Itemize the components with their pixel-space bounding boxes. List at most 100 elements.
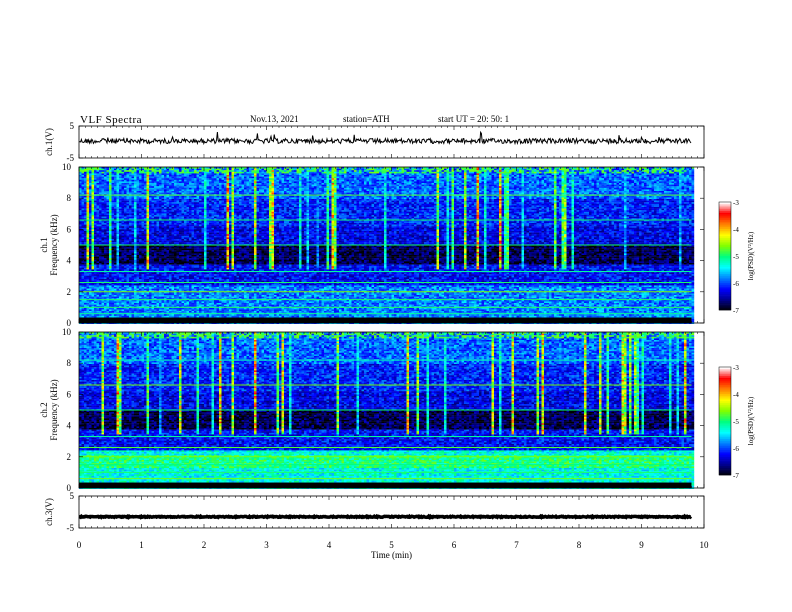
spec-cell (194, 170, 197, 172)
spec-cell (379, 170, 382, 172)
spec-cell (147, 172, 150, 174)
spec-cell (529, 170, 532, 172)
spec-cell (654, 169, 657, 171)
spec-cell (112, 169, 115, 171)
spec-cell (584, 170, 587, 172)
spec-cell (649, 169, 652, 171)
spec-cell (97, 170, 100, 172)
spec-cell (94, 169, 97, 171)
spec-cell (297, 170, 300, 172)
spec-cell (262, 169, 265, 171)
spec-cell (404, 169, 407, 171)
spec-cell (274, 170, 277, 172)
spec-cell (82, 169, 85, 171)
spec-cell (107, 169, 110, 171)
spec-cell (442, 170, 445, 172)
spec-cell (449, 169, 452, 171)
spec-cell (419, 169, 422, 171)
spec-cell (209, 172, 212, 174)
spec-cell (142, 170, 145, 172)
spec-cell (612, 169, 615, 171)
spec-cell (119, 169, 122, 171)
spec-cell (594, 170, 597, 172)
spec-cell (619, 169, 622, 171)
spec-cell (657, 169, 660, 171)
spec-cell (512, 170, 515, 172)
spec-cell (554, 169, 557, 171)
spec-cell (587, 169, 590, 171)
spec-cell (214, 170, 217, 172)
spec-cell (99, 172, 102, 174)
spec-cell (169, 170, 172, 172)
spec-cell (332, 170, 335, 172)
spec-cell (687, 169, 690, 171)
spec-cell (94, 170, 97, 172)
spec-cell (357, 170, 360, 172)
spec-cell (307, 170, 310, 172)
spec-cell (117, 170, 120, 172)
spec-cell (124, 169, 127, 171)
spec-cell (524, 170, 527, 172)
spec-cell (124, 172, 127, 174)
spec-cell (219, 172, 222, 174)
spec-cell (432, 170, 435, 172)
spec-cell (684, 170, 687, 172)
spec-cell (87, 169, 90, 171)
spec-cell (624, 169, 627, 171)
spec-cell (119, 172, 122, 174)
spec-cell (412, 169, 415, 171)
spec-cell (454, 169, 457, 171)
spec-cell (184, 172, 187, 174)
spec-cell (287, 170, 290, 172)
spec-cell (259, 170, 262, 172)
spec-cell (82, 170, 85, 172)
spec-cell (599, 169, 602, 171)
spec-cell (279, 169, 282, 171)
spec-cell (217, 172, 220, 174)
spec-cell (437, 169, 440, 171)
spec-cell (459, 170, 462, 172)
spec-cell (669, 170, 672, 172)
spec-cell (559, 170, 562, 172)
spec-cell (177, 170, 180, 172)
spec-cell (394, 170, 397, 172)
spec-cell (667, 169, 670, 171)
spec-cell (407, 170, 410, 172)
spec-cell (659, 170, 662, 172)
spec-cell (557, 169, 560, 171)
spec-cell (122, 172, 125, 174)
spec-cell (474, 170, 477, 172)
spec-cell (564, 170, 567, 172)
spec-cell (682, 169, 685, 171)
spec-cell (569, 169, 572, 171)
spec-cell (262, 170, 265, 172)
spec-cell (127, 170, 130, 172)
spec-cell (114, 172, 117, 174)
spec-cell (142, 169, 145, 171)
spec-cell (152, 170, 155, 172)
spec-cell (209, 170, 212, 172)
spec-cell (219, 169, 222, 171)
spec-cell (427, 170, 430, 172)
spec-cell (159, 172, 162, 174)
spec-cell (507, 170, 510, 172)
spec-cell (617, 170, 620, 172)
spec-cell (222, 170, 225, 172)
spec-cell (542, 170, 545, 172)
spec-cell (227, 170, 230, 172)
spec-cell (137, 172, 140, 174)
spec-cell (537, 169, 540, 171)
spec-cell (362, 169, 365, 171)
spec-cell (392, 170, 395, 172)
spec-cell (574, 169, 577, 171)
spec-cell (342, 170, 345, 172)
spec-cell (99, 169, 102, 171)
spec-cell (479, 169, 482, 171)
spec-cell (309, 170, 312, 172)
spec-cell (127, 172, 130, 174)
spec-cell (592, 169, 595, 171)
spec-cell (207, 172, 210, 174)
spec-cell (604, 169, 607, 171)
spec-cell (354, 170, 357, 172)
spec-cell (407, 169, 410, 171)
